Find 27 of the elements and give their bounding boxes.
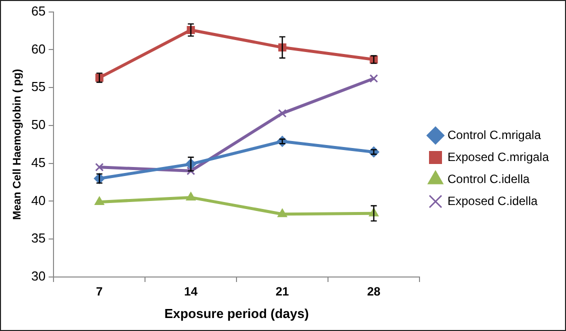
- x-tick-label: 21: [276, 284, 290, 299]
- point: [369, 74, 378, 83]
- y-tick-label: 50: [31, 117, 46, 132]
- x-axis-title: Exposure period (days): [164, 306, 309, 321]
- point: [94, 196, 104, 205]
- point: [276, 136, 288, 147]
- x-tick-label: 28: [367, 284, 381, 299]
- y-tick-label: 60: [31, 41, 46, 56]
- x-tick-label: 7: [96, 284, 104, 299]
- point: [186, 192, 196, 200]
- legend-label: Exposed C.mrigala: [448, 150, 550, 164]
- y-tick-label: 45: [31, 154, 46, 170]
- y-tick-label: 35: [31, 230, 46, 246]
- x-tick-label: 14: [184, 284, 198, 299]
- y-tick-label: 55: [31, 79, 46, 94]
- point: [278, 109, 287, 118]
- y-tick-label: 40: [31, 192, 46, 208]
- point: [277, 208, 288, 218]
- y-tick-label: 65: [31, 3, 46, 18]
- point: [186, 166, 196, 176]
- y-tick-label: 30: [31, 268, 46, 284]
- legend-label: Control C.mrigala: [448, 128, 542, 142]
- y-axis-title: Mean Cell Haemoglobin ( pg): [12, 68, 24, 220]
- legend-label: Exposed C.idella: [448, 194, 538, 208]
- point: [368, 146, 380, 158]
- point: [95, 162, 104, 172]
- legend-label: Control C.idella: [448, 172, 530, 186]
